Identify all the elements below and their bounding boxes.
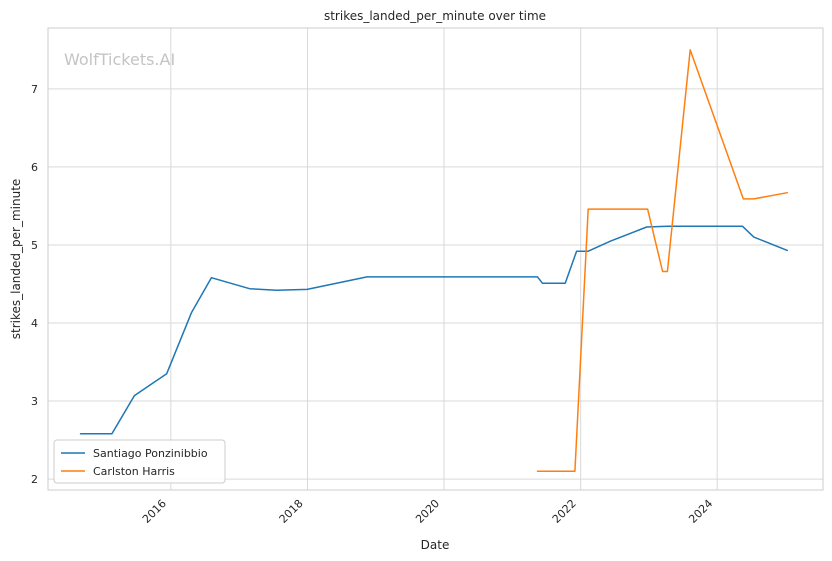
watermark-text: WolfTickets.AI [64,50,175,69]
y-tick-label: 6 [31,161,38,174]
y-axis-label: strikes_landed_per_minute [9,179,23,340]
y-tick-label: 2 [31,473,38,486]
grid-lines [48,28,823,490]
legend-label-santiago-ponzinibbio: Santiago Ponzinibbio [93,447,208,460]
legend-label-carlston-harris: Carlston Harris [93,465,175,478]
x-axis-label: Date [421,538,450,552]
y-tick-label: 3 [31,395,38,408]
y-axis-ticks: 2 3 4 5 6 7 [31,83,38,486]
legend: Santiago Ponzinibbio Carlston Harris [53,439,226,484]
y-tick-label: 7 [31,83,38,96]
y-tick-label: 5 [31,239,38,252]
y-tick-label: 4 [31,317,38,330]
series-line-santiago-ponzinibbio [79,225,789,435]
legend-box [53,439,226,484]
series-lines [79,49,789,473]
chart-title: strikes_landed_per_minute over time [324,9,546,23]
plot-frame [47,27,824,491]
series-line-carlston-harris [536,49,789,473]
